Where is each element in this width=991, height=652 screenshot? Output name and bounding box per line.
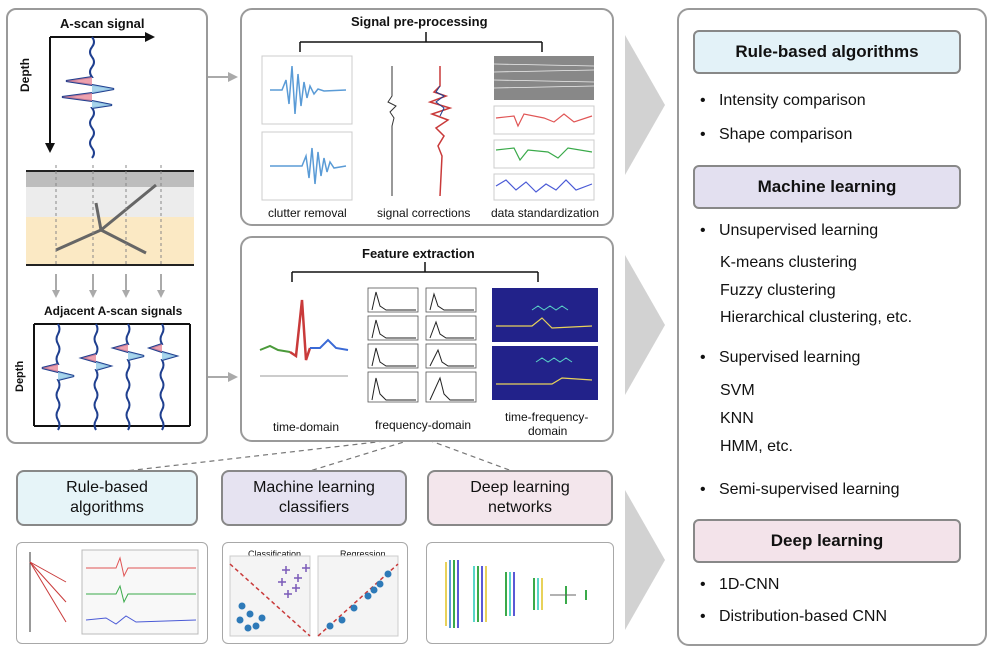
caption-signal-corrections: signal corrections	[377, 206, 471, 220]
rule-based-thumbnail-plot	[29, 549, 199, 635]
ml-header: Machine learning	[693, 165, 961, 209]
dl-thumbnail-plot	[445, 560, 587, 628]
signal-corrections-plot	[387, 66, 453, 197]
rule-based-header: Rule-based algorithms	[693, 30, 961, 74]
ml-semi-supervised: • Semi-supervised learning	[700, 481, 900, 498]
rule-item-1: • Intensity comparison	[700, 92, 866, 109]
ml-thumbnail-plot	[229, 555, 399, 637]
ascan-signal-plot	[45, 32, 155, 159]
category-rule-based: Rule-based algorithms	[16, 470, 198, 526]
ml-supervised-sub-2: KNN	[720, 410, 754, 427]
regression-label: Regression	[340, 549, 386, 559]
rule-item-2-text: Shape comparison	[718, 126, 853, 143]
category-ml-classifiers: Machine learning classifiers	[221, 470, 407, 526]
caption-time-domain: time-domain	[273, 420, 340, 434]
dl-item-2-text: Distribution-based CNN	[718, 608, 887, 625]
caption-time-frequency-1: time-frequency-	[505, 410, 589, 424]
ml-unsupervised: • Unsupervised learning	[700, 222, 879, 239]
classification-label: Classification	[248, 549, 302, 559]
category-dl-line2: networks	[487, 499, 553, 516]
adjacent-ascan-plot	[33, 323, 191, 431]
ml-supervised: • Supervised learning	[700, 349, 861, 366]
ml-supervised-sub-1: SVM	[720, 382, 755, 399]
ground-section	[26, 165, 194, 266]
feature-bracket	[291, 262, 539, 282]
time-domain-plot	[259, 299, 349, 377]
caption-frequency-domain: frequency-domain	[375, 418, 472, 432]
ml-unsupervised-sub-3: Hierarchical clustering, etc.	[720, 309, 913, 326]
rule-item-2: • Shape comparison	[700, 126, 853, 143]
down-arrows	[52, 274, 165, 298]
dl-header: Deep learning	[693, 519, 961, 563]
category-rule-line2: algorithms	[70, 499, 144, 516]
ml-supervised-text: Supervised learning	[718, 349, 861, 366]
ml-supervised-sub-3: HMM, etc.	[720, 438, 793, 455]
category-ml-line1: Machine learning	[253, 479, 375, 496]
dl-item-1-text: 1D-CNN	[718, 576, 780, 593]
data-standardization-plot	[493, 56, 595, 201]
time-frequency-plot	[492, 288, 598, 400]
ml-semi-text: Semi-supervised learning	[718, 481, 900, 498]
category-deep-learning: Deep learning networks	[427, 470, 613, 526]
depth-label: Depth	[18, 58, 32, 92]
adjacent-title: Adjacent A-scan signals	[44, 304, 183, 318]
dl-item-2: • Distribution-based CNN	[700, 608, 887, 625]
caption-time-frequency-2: domain	[528, 424, 568, 438]
category-ml-line2: classifiers	[278, 499, 350, 516]
ascan-title: A-scan signal	[60, 16, 145, 31]
caption-data-standardization: data standardization	[491, 206, 600, 220]
caption-clutter-removal: clutter removal	[268, 206, 347, 220]
category-rule-line1: Rule-based	[66, 479, 148, 496]
feature-title: Feature extraction	[362, 246, 475, 261]
preprocessing-title: Signal pre-processing	[351, 14, 488, 29]
rule-item-1-text: Intensity comparison	[718, 92, 866, 109]
preprocessing-bracket	[299, 32, 543, 52]
dl-item-1: • 1D-CNN	[700, 576, 780, 593]
depth-label-2: Depth	[14, 360, 26, 392]
ml-unsupervised-sub-1: K-means clustering	[720, 254, 857, 271]
feature-panel	[240, 236, 614, 442]
frequency-domain-plot	[367, 287, 477, 403]
ml-unsupervised-sub-2: Fuzzy clustering	[720, 282, 836, 299]
clutter-removal-plot	[261, 55, 353, 201]
ml-unsupervised-text: Unsupervised learning	[718, 222, 879, 239]
category-dl-line1: Deep learning	[470, 479, 570, 496]
